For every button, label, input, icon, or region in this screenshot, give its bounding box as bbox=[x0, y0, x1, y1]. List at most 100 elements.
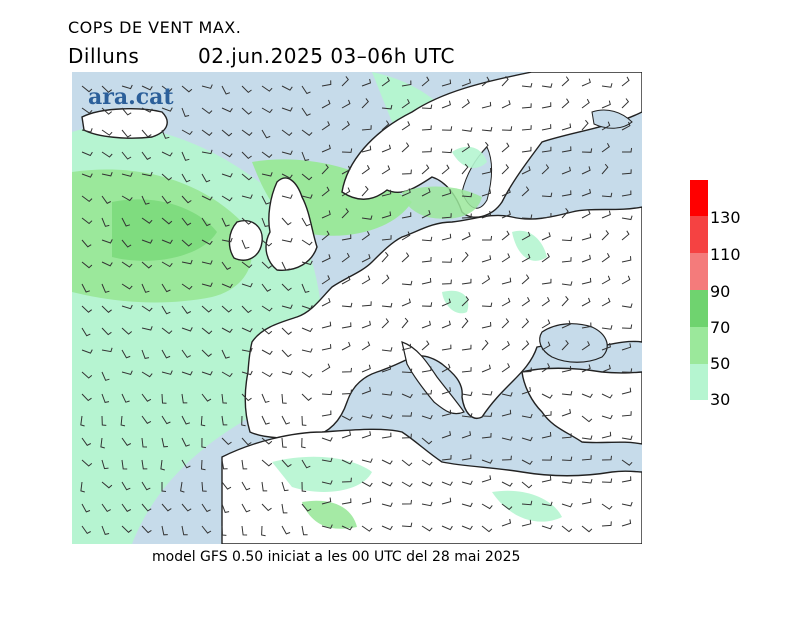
wind-barb bbox=[481, 141, 489, 153]
wind-barb bbox=[501, 297, 511, 307]
wind-barb bbox=[381, 189, 392, 197]
wind-barb bbox=[281, 107, 293, 112]
wind-barb bbox=[561, 281, 573, 286]
wind-barb bbox=[161, 503, 172, 512]
wind-barb bbox=[161, 525, 168, 536]
wind-barb bbox=[441, 189, 452, 197]
wind-barb bbox=[201, 149, 213, 155]
wind-barb bbox=[161, 415, 171, 425]
wind-barb bbox=[241, 107, 253, 115]
wind-barb bbox=[261, 305, 273, 312]
wind-barb bbox=[161, 305, 171, 315]
wind-barb bbox=[301, 283, 310, 293]
wind-barb bbox=[101, 107, 113, 115]
wind-barb bbox=[581, 98, 590, 109]
wind-barb bbox=[421, 302, 433, 307]
wind-barb bbox=[121, 195, 133, 202]
wind-barb bbox=[241, 129, 253, 136]
wind-barb bbox=[481, 76, 490, 87]
wind-barb bbox=[261, 459, 273, 467]
wind-barb bbox=[601, 163, 609, 175]
wind-barb bbox=[161, 217, 173, 225]
wind-barb bbox=[441, 258, 453, 263]
wind-barb bbox=[181, 151, 190, 161]
wind-barb bbox=[181, 85, 193, 93]
wind-barb bbox=[301, 85, 311, 95]
wind-barb bbox=[281, 304, 293, 309]
wind-barb bbox=[601, 521, 612, 527]
wind-barb bbox=[401, 522, 413, 528]
wind-barb bbox=[121, 217, 131, 227]
wind-barb bbox=[81, 261, 93, 269]
wind-barb bbox=[561, 236, 573, 242]
wind-barb bbox=[81, 393, 92, 402]
wind-barb bbox=[301, 348, 313, 353]
wind-barb bbox=[141, 349, 150, 359]
wind-barb bbox=[541, 278, 552, 285]
wind-barb bbox=[621, 368, 633, 373]
wind-barb bbox=[421, 256, 432, 263]
wind-barb bbox=[281, 370, 293, 376]
wind-barb bbox=[161, 129, 170, 139]
chart-title: COPS DE VENT MAX. bbox=[68, 18, 242, 37]
wind-barb bbox=[521, 166, 531, 175]
wind-barb bbox=[381, 347, 393, 352]
wind-barb bbox=[321, 210, 331, 219]
wind-barb bbox=[622, 147, 633, 153]
wind-barb bbox=[281, 503, 288, 514]
wind-barb bbox=[221, 437, 232, 446]
wind-barb bbox=[461, 413, 473, 418]
wind-barb bbox=[401, 98, 410, 109]
legend-swatch-110 bbox=[690, 216, 708, 253]
wind-barb bbox=[361, 301, 372, 307]
wind-barb bbox=[181, 371, 193, 376]
wind-barb bbox=[601, 252, 610, 263]
wind-barb bbox=[501, 392, 513, 397]
wind-barb bbox=[341, 367, 352, 373]
wind-barb bbox=[501, 318, 510, 329]
wind-barb bbox=[441, 320, 451, 329]
wind-barb bbox=[501, 210, 511, 219]
wind-barb bbox=[161, 437, 168, 448]
wind-barb bbox=[161, 239, 173, 245]
wind-barb bbox=[461, 367, 472, 373]
wind-barb bbox=[341, 498, 352, 505]
wind-barb bbox=[401, 121, 411, 131]
wind-barb bbox=[221, 107, 233, 113]
wind-barb bbox=[281, 459, 292, 468]
wind-barb bbox=[201, 481, 207, 492]
wind-barb bbox=[361, 525, 373, 532]
wind-barb bbox=[601, 142, 610, 153]
wind-barb bbox=[541, 501, 553, 507]
legend-label-70: 70 bbox=[710, 318, 731, 337]
wind-barb bbox=[481, 339, 489, 351]
wind-barb bbox=[181, 217, 192, 226]
wind-barb bbox=[321, 363, 331, 373]
wind-barb bbox=[141, 107, 153, 113]
wind-barb bbox=[321, 480, 333, 485]
wind-barb bbox=[541, 411, 552, 417]
wind-barb bbox=[561, 365, 572, 373]
wind-barb bbox=[341, 302, 353, 308]
wind-barb bbox=[421, 340, 430, 351]
wind-barb bbox=[441, 126, 453, 131]
wind-barb bbox=[81, 525, 91, 535]
legend-swatch-130plus bbox=[690, 180, 708, 216]
wind-barb bbox=[121, 129, 132, 138]
wind-barb bbox=[141, 171, 153, 177]
wind-barb bbox=[461, 454, 472, 461]
wind-barb bbox=[321, 186, 330, 197]
wind-barb bbox=[561, 502, 573, 508]
wind-barb bbox=[501, 340, 510, 351]
wind-barb bbox=[601, 192, 613, 198]
wind-barb bbox=[241, 393, 252, 402]
wind-barb bbox=[221, 151, 233, 158]
wind-barb bbox=[101, 217, 110, 227]
wind-barb bbox=[301, 459, 311, 469]
wind-gust-map bbox=[72, 72, 642, 544]
wind-barb bbox=[181, 459, 191, 469]
wind-barb bbox=[521, 481, 533, 489]
wind-barb bbox=[201, 107, 213, 115]
wind-barb bbox=[401, 317, 409, 329]
wind-barb bbox=[621, 98, 630, 109]
